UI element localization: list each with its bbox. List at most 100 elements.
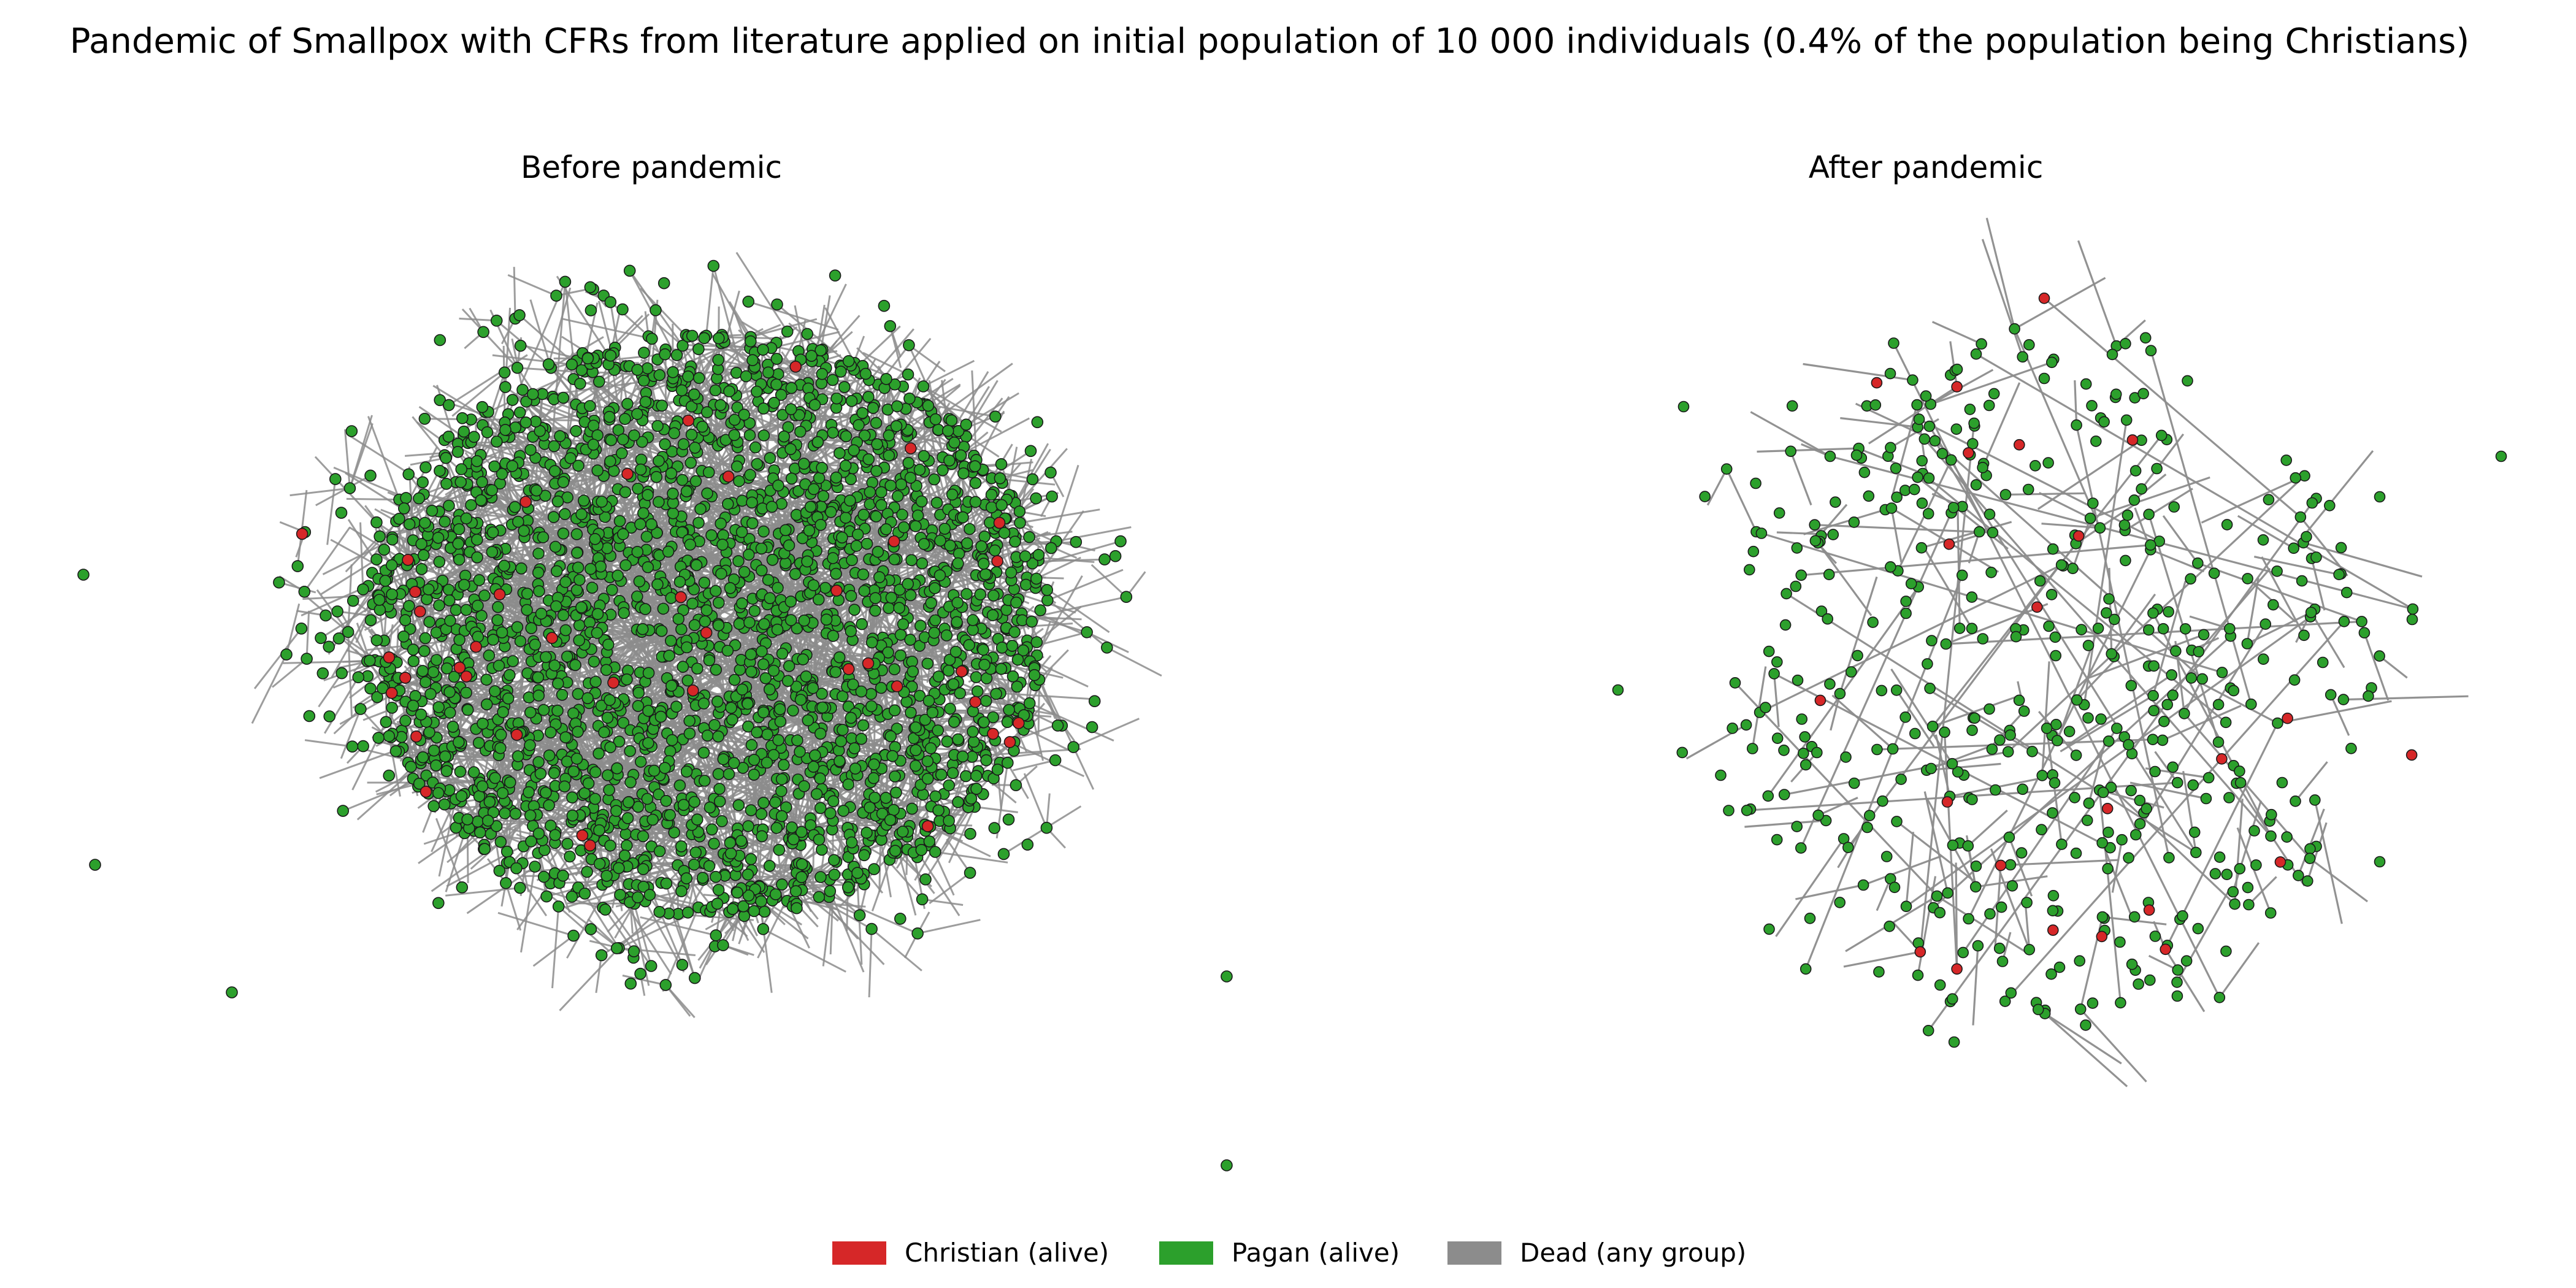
network-edge bbox=[665, 984, 691, 1017]
node-pagan-alive bbox=[570, 753, 583, 765]
node-pagan-alive bbox=[923, 835, 936, 848]
node-pagan-alive bbox=[712, 730, 724, 743]
node-pagan-alive bbox=[850, 540, 863, 552]
node-pagan-alive bbox=[604, 839, 616, 852]
node-pagan-alive bbox=[386, 533, 399, 546]
node-pagan-alive bbox=[734, 664, 746, 676]
node-pagan-alive bbox=[948, 716, 960, 728]
node-pagan-alive bbox=[762, 573, 775, 586]
node-pagan-alive bbox=[726, 713, 738, 726]
node-pagan-alive bbox=[867, 772, 880, 784]
node-pagan-alive bbox=[538, 844, 551, 856]
network-edge bbox=[924, 812, 969, 880]
node-pagan-alive bbox=[904, 589, 917, 602]
network-edge bbox=[347, 632, 353, 717]
node-pagan-alive bbox=[380, 716, 393, 728]
node-pagan-alive bbox=[423, 616, 435, 628]
node-pagan-alive bbox=[601, 769, 614, 781]
node-pagan-alive bbox=[766, 553, 779, 566]
node-pagan-alive bbox=[728, 673, 741, 686]
network-edge bbox=[1023, 773, 1048, 829]
node-pagan-alive bbox=[490, 435, 503, 448]
network-edge bbox=[889, 326, 902, 368]
figure-title: Pandemic of Smallpox with CFRs from lite… bbox=[70, 21, 2469, 61]
node-pagan-alive bbox=[906, 802, 918, 815]
node-pagan-alive bbox=[570, 424, 582, 437]
network-edge bbox=[1019, 508, 1100, 524]
node-pagan-alive bbox=[635, 453, 648, 466]
node-pagan-alive bbox=[951, 616, 963, 629]
node-pagan-alive bbox=[507, 655, 519, 667]
node-pagan-alive bbox=[488, 685, 501, 697]
node-pagan-alive bbox=[713, 795, 726, 808]
network-edge bbox=[818, 788, 855, 840]
network-edge bbox=[438, 799, 457, 877]
node-pagan-alive bbox=[442, 431, 455, 443]
node-pagan-alive bbox=[701, 729, 714, 742]
network-edge bbox=[466, 865, 535, 914]
node-pagan-alive bbox=[621, 673, 633, 686]
node-pagan-alive bbox=[733, 475, 745, 488]
node-pagan-alive bbox=[794, 426, 807, 438]
network-edge bbox=[355, 604, 374, 643]
node-pagan-alive bbox=[891, 400, 903, 413]
node-pagan-alive bbox=[910, 759, 922, 772]
network-edge bbox=[896, 848, 917, 916]
node-pagan-alive bbox=[970, 671, 983, 683]
node-pagan-alive bbox=[567, 765, 580, 778]
node-pagan-alive bbox=[440, 765, 453, 777]
network-edge bbox=[917, 919, 981, 935]
network-edge bbox=[1036, 575, 1083, 656]
node-pagan-alive bbox=[619, 828, 632, 840]
node-pagan-alive bbox=[855, 732, 868, 745]
network-edge bbox=[1029, 702, 1114, 742]
node-pagan-alive bbox=[964, 523, 976, 535]
node-pagan-alive bbox=[500, 845, 513, 858]
node-pagan-alive bbox=[839, 459, 852, 472]
node-pagan-alive bbox=[573, 619, 586, 632]
node-pagan-alive bbox=[523, 786, 535, 799]
node-pagan-alive bbox=[450, 604, 462, 616]
node-pagan-alive bbox=[921, 772, 934, 785]
node-pagan-alive bbox=[755, 808, 768, 820]
node-pagan-alive bbox=[681, 674, 694, 687]
network-edge bbox=[1038, 649, 1069, 681]
node-pagan-alive bbox=[668, 427, 680, 440]
node-pagan-alive bbox=[499, 381, 512, 393]
node-pagan-alive bbox=[762, 366, 775, 379]
network-edge bbox=[305, 610, 310, 659]
node-pagan-alive bbox=[994, 472, 1006, 485]
network-edge bbox=[879, 837, 892, 898]
node-pagan-alive bbox=[374, 530, 386, 543]
panel-title-before: Before pandemic bbox=[521, 150, 782, 185]
node-pagan-alive bbox=[589, 766, 602, 778]
node-pagan-alive bbox=[817, 489, 830, 502]
node-pagan-alive bbox=[642, 561, 654, 573]
network-edge bbox=[1091, 564, 1127, 598]
node-pagan-alive bbox=[407, 643, 420, 656]
node-pagan-alive bbox=[557, 391, 570, 404]
network-edge bbox=[871, 928, 922, 972]
network-edge bbox=[304, 527, 351, 592]
node-pagan-alive bbox=[537, 703, 550, 716]
network-edge bbox=[741, 321, 777, 344]
node-pagan-alive bbox=[415, 562, 428, 575]
network-edge bbox=[935, 851, 1008, 864]
node-pagan-alive bbox=[791, 734, 803, 746]
node-pagan-alive bbox=[503, 669, 516, 681]
node-pagan-alive bbox=[713, 596, 725, 609]
network-edge bbox=[416, 421, 459, 453]
node-pagan-alive bbox=[848, 742, 861, 754]
node-pagan-alive bbox=[557, 527, 570, 540]
node-pagan-alive bbox=[861, 537, 873, 550]
node-pagan-alive bbox=[461, 703, 474, 716]
node-pagan-alive bbox=[681, 907, 694, 919]
node-pagan-alive bbox=[533, 585, 545, 597]
network-edge bbox=[324, 677, 359, 734]
network-edge bbox=[404, 720, 414, 757]
node-pagan-alive bbox=[942, 664, 955, 677]
network-edge bbox=[253, 627, 302, 689]
node-pagan-alive bbox=[870, 416, 883, 429]
node-pagan-alive bbox=[524, 706, 537, 719]
node-pagan-alive bbox=[938, 523, 951, 535]
